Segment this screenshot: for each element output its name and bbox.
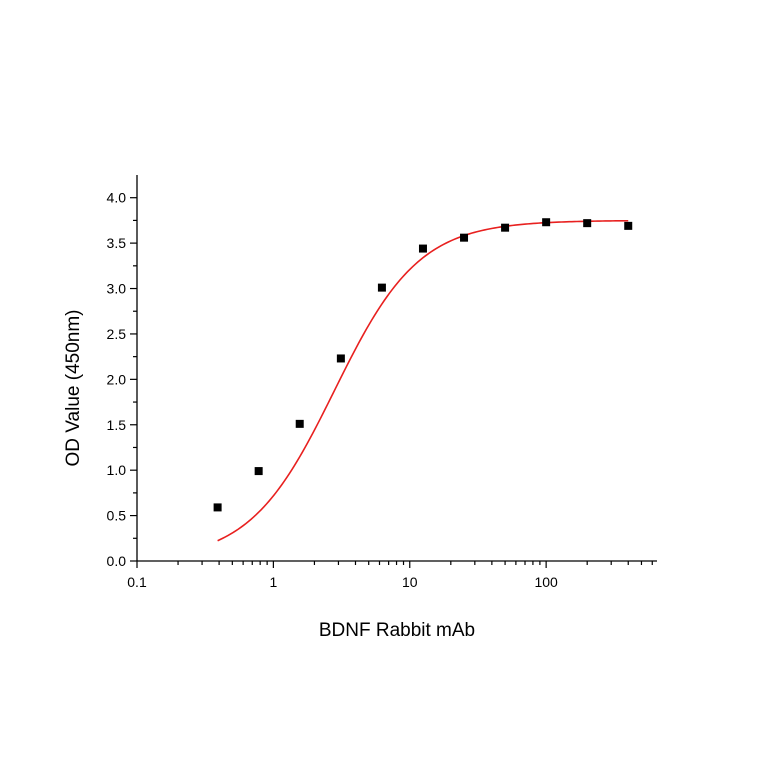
data-point (542, 218, 551, 227)
y-tick-label: 4.0 (107, 190, 127, 206)
plot-area (213, 218, 633, 542)
x-axis-title: BDNF Rabbit mAb (319, 620, 475, 641)
data-point (501, 223, 510, 232)
x-tick-label: 0.1 (127, 574, 147, 590)
y-axis-title: OD Value (450nm) (63, 310, 84, 467)
data-point (418, 244, 427, 253)
data-point (624, 221, 633, 230)
x-tick-label: 1 (269, 574, 277, 590)
y-tick-label: 2.0 (107, 371, 127, 387)
data-point (377, 283, 386, 292)
y-tick-label: 1.5 (107, 417, 127, 433)
data-point (254, 467, 263, 476)
y-tick-label: 2.5 (107, 326, 127, 342)
y-tick-label: 3.0 (107, 281, 127, 297)
y-tick-label: 0.5 (107, 508, 127, 524)
y-tick-label: 3.5 (107, 235, 127, 251)
data-point (336, 354, 345, 363)
x-tick-label: 10 (402, 574, 418, 590)
y-axis-ticks: 0.0 0.5 1.0 1.5 2.0 2.5 3.0 3.5 4.0 (107, 190, 137, 569)
data-points (213, 218, 633, 512)
x-axis-ticks: 0.1 1 10 100 (127, 561, 653, 590)
y-tick-label: 0.0 (107, 553, 127, 569)
data-point (460, 233, 469, 242)
x-tick-label: 100 (534, 574, 558, 590)
data-point (583, 219, 592, 228)
data-point (213, 503, 222, 512)
data-point (295, 419, 304, 428)
fit-curve (217, 219, 629, 542)
y-tick-label: 1.0 (107, 462, 127, 478)
